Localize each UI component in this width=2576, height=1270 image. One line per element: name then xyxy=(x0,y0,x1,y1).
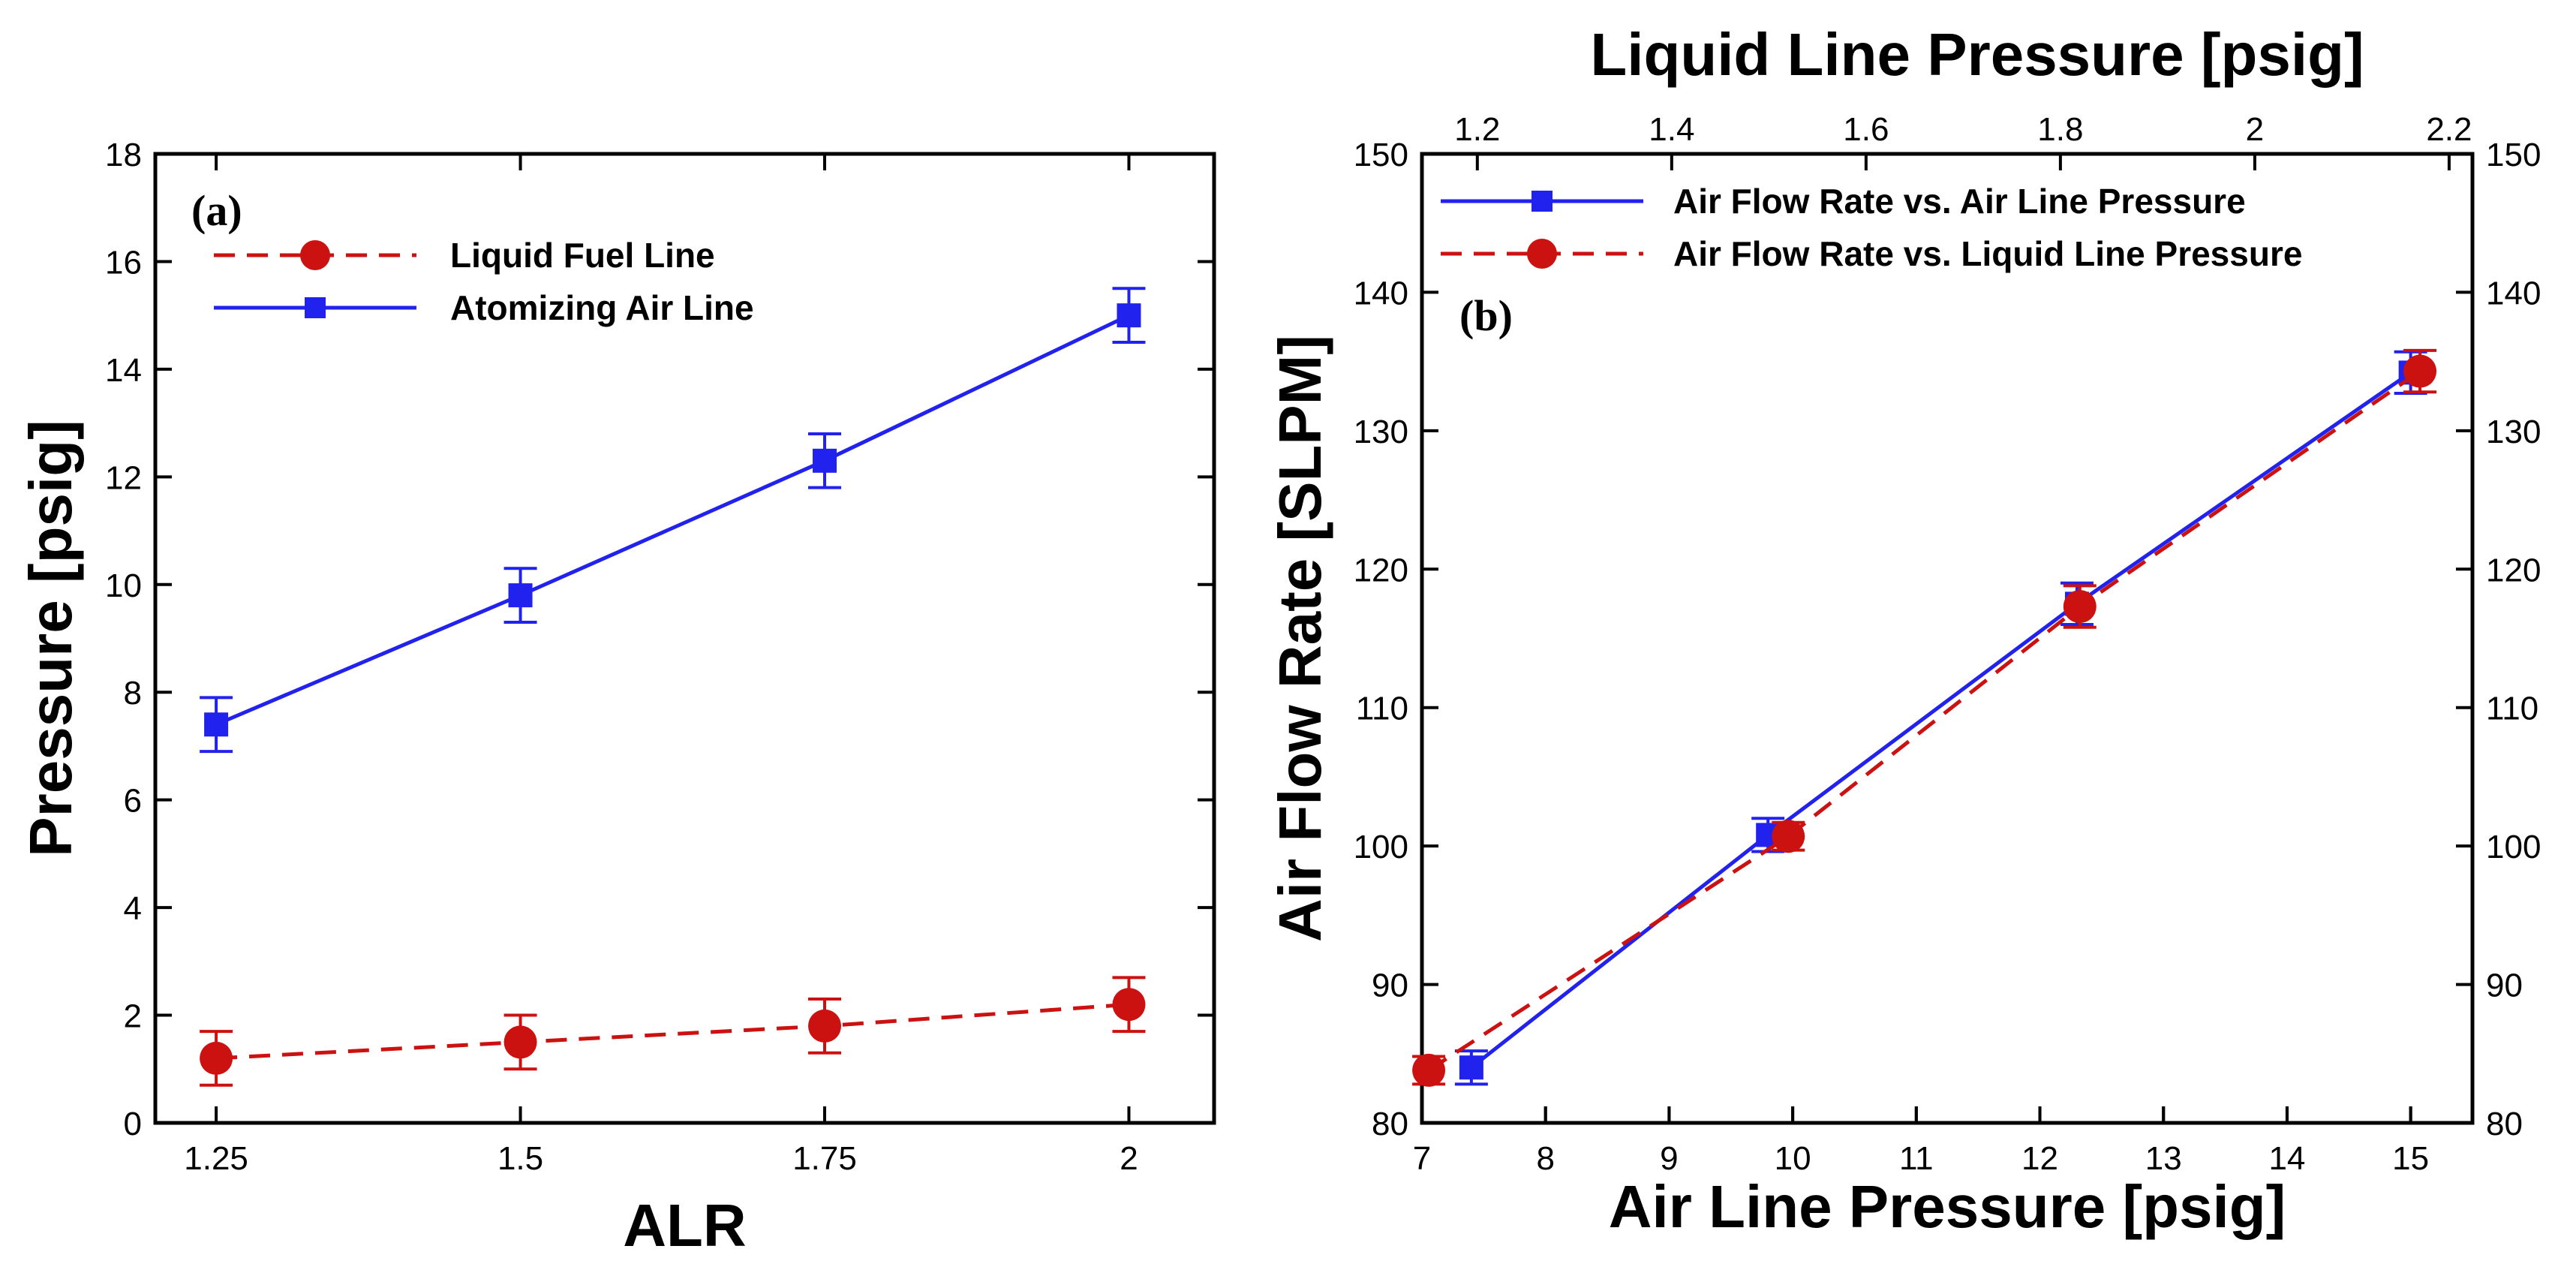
data-point xyxy=(2063,590,2097,624)
y2-tick-label: 150 xyxy=(2486,137,2541,173)
y-tick-label: 8 xyxy=(124,675,142,712)
y-tick-label: 2 xyxy=(124,998,142,1035)
legend-label: Air Flow Rate vs. Air Line Pressure xyxy=(1673,182,2246,221)
chart-panel-b: 7 8 9 10 11 12 13 14 15 1.2 1.4 1.6 1.8 2 2.2 80 80 90 90 1… xyxy=(1267,21,2541,1240)
x-axis-title: Air Line Pressure [psig] xyxy=(1609,1173,2286,1240)
y2-tick-label: 100 xyxy=(2486,829,2541,865)
x-tick-label: 14 xyxy=(2268,1140,2305,1177)
y-tick-label: 120 xyxy=(1354,552,1408,588)
y-tick-label: 140 xyxy=(1354,275,1408,311)
series-line-1 xyxy=(1470,371,2412,1070)
x-tick-label: 10 xyxy=(1775,1140,1811,1177)
y-tick-label: 4 xyxy=(124,890,142,927)
x-tick-label: 1.75 xyxy=(792,1140,857,1177)
data-point xyxy=(1112,988,1146,1022)
y-tick-label: 12 xyxy=(105,459,142,496)
data-point xyxy=(508,583,533,608)
series-line-1 xyxy=(215,1002,1129,1061)
series-line-2 xyxy=(215,313,1130,727)
x-tick-label: 9 xyxy=(1660,1140,1678,1177)
y-tick-label: 150 xyxy=(1354,137,1408,173)
y-tick-label: 0 xyxy=(124,1106,142,1142)
data-point xyxy=(1117,303,1141,328)
legend-marker xyxy=(1531,191,1553,212)
data-point xyxy=(503,1025,537,1059)
x-tick-label: 8 xyxy=(1536,1140,1554,1177)
x-tick-label: 15 xyxy=(2392,1140,2429,1177)
data-point xyxy=(808,1009,842,1043)
y-axis-title: Air Flow Rate [SLPM] xyxy=(1267,335,1333,942)
y2-tick-label: 110 xyxy=(2486,691,2538,727)
panel-label: (a) xyxy=(191,186,242,235)
x2-tick-label: 1.2 xyxy=(1454,111,1500,148)
y-tick-label: 100 xyxy=(1354,829,1408,865)
y2-tick-label: 90 xyxy=(2486,968,2523,1004)
x2-tick-label: 1.4 xyxy=(1649,111,1694,148)
legend-label: Liquid Fuel Line xyxy=(450,236,715,275)
x2-tick-label: 1.8 xyxy=(2037,111,2083,148)
y-tick-label: 80 xyxy=(1372,1106,1408,1142)
x2-axis-title: Liquid Line Pressure [psig] xyxy=(1590,21,2364,88)
chart-panel-a: 1.25 1.5 1.75 2 0 2 4 6 8 10 12 14 16 18 ALR Pressure [… xyxy=(17,137,1216,1259)
y2-tick-label: 130 xyxy=(2486,414,2541,450)
x-tick-label: 12 xyxy=(2021,1140,2058,1177)
data-point xyxy=(200,1041,233,1075)
y-tick-label: 130 xyxy=(1354,414,1408,450)
y-tick-label: 110 xyxy=(1356,691,1408,727)
y2-tick-label: 140 xyxy=(2486,275,2541,311)
series-line-2 xyxy=(1427,369,2421,1073)
data-point xyxy=(204,712,229,737)
x2-tick-label: 1.6 xyxy=(1843,111,1889,148)
y-tick-label: 18 xyxy=(105,137,142,173)
y2-tick-label: 120 xyxy=(2486,552,2541,588)
legend-marker xyxy=(300,240,330,270)
data-point xyxy=(1772,820,1805,853)
x-tick-label: 7 xyxy=(1413,1140,1431,1177)
y2-tick-label: 80 xyxy=(2486,1106,2523,1142)
data-point xyxy=(2403,354,2437,388)
x-tick-label: 11 xyxy=(1899,1140,1934,1177)
x-tick-label: 13 xyxy=(2145,1140,2182,1177)
y-tick-label: 90 xyxy=(1372,968,1408,1004)
panel-label: (b) xyxy=(1459,291,1513,340)
x-tick-label: 2 xyxy=(1120,1140,1138,1177)
plot-frame xyxy=(1420,152,2475,1125)
x2-tick-label: 2.2 xyxy=(2426,111,2472,148)
y-axis-title: Pressure [psig] xyxy=(17,420,84,856)
y-tick-label: 10 xyxy=(105,567,142,604)
data-point xyxy=(1459,1055,1483,1080)
y-tick-label: 14 xyxy=(105,352,142,389)
legend-marker xyxy=(1527,239,1557,269)
x-tick-label: 1.25 xyxy=(184,1140,248,1177)
x2-tick-label: 2 xyxy=(2246,111,2264,148)
y-tick-label: 6 xyxy=(124,783,142,820)
x-tick-label: 1.5 xyxy=(497,1140,543,1177)
legend-label: Air Flow Rate vs. Liquid Line Pressure xyxy=(1673,234,2302,273)
x-axis-title: ALR xyxy=(623,1192,746,1259)
y-tick-label: 16 xyxy=(105,244,142,281)
data-point xyxy=(1412,1053,1446,1087)
data-point xyxy=(813,448,837,473)
legend-marker xyxy=(305,297,326,318)
plot-frame xyxy=(153,152,1216,1125)
legend-label: Atomizing Air Line xyxy=(450,288,754,327)
